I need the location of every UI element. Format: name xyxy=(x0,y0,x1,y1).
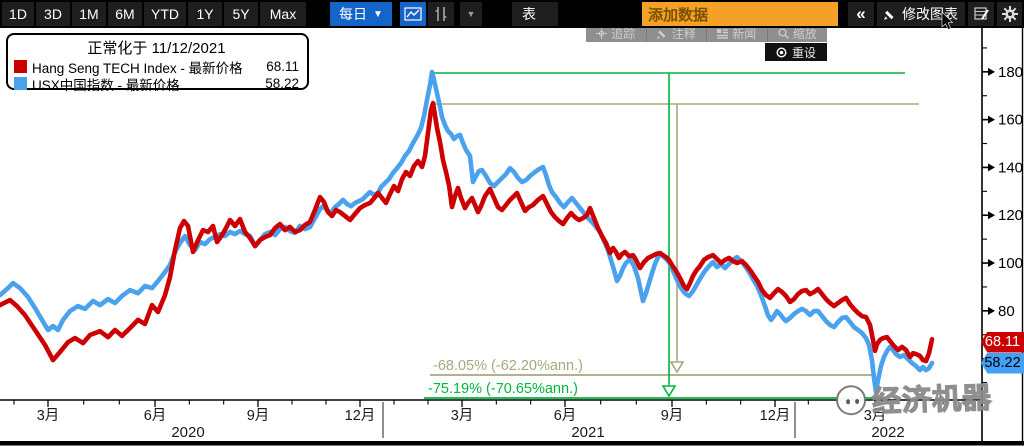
news-lines-icon xyxy=(717,28,729,39)
x-axis-month-label: 12月 xyxy=(760,408,791,424)
chart-tools-toolbar: 追踪 注释 新闻 缩放 xyxy=(586,25,827,42)
y-axis-label: 160 xyxy=(998,112,1023,129)
annotate-label: 注释 xyxy=(671,27,696,41)
reset-button[interactable]: 重设 xyxy=(765,43,827,61)
watermark-face-icon xyxy=(835,384,867,416)
y-tick-arrow xyxy=(988,211,995,220)
news-tool[interactable]: 新闻 xyxy=(707,25,768,42)
track-label: 追踪 xyxy=(611,27,636,41)
chevron-down-icon: ▼ xyxy=(373,8,383,20)
watermark-text: 经济机器 xyxy=(871,382,993,419)
legend-box: 正常化于 11/12/2021 Hang Seng TECH Index - 最… xyxy=(6,33,309,93)
legend-title: 正常化于 11/12/2021 xyxy=(87,40,226,57)
collapse-toolbar-button[interactable]: « xyxy=(848,2,874,26)
crosshair-icon xyxy=(596,28,608,39)
x-axis-year-label: 2021 xyxy=(571,424,604,441)
magnifier-icon xyxy=(778,28,789,39)
drawdown-annotation-1-label: -75.19% (-70.65%ann.) xyxy=(428,381,578,397)
y-tick-arrow xyxy=(988,306,995,315)
y-axis-label: 80 xyxy=(998,303,1015,320)
x-axis-month-label: 6月 xyxy=(144,408,167,424)
series-USX中国指数 xyxy=(0,69,935,395)
x-axis-month-label: 6月 xyxy=(554,408,577,424)
chart-type-more-dropdown[interactable]: ▼ xyxy=(460,2,482,26)
x-axis-month-label: 9月 xyxy=(247,408,270,424)
range-button-3d[interactable]: 3D xyxy=(36,2,70,26)
frequency-dropdown[interactable]: 每日 ▼ xyxy=(330,2,392,26)
drawdown-annotation-0-label: -68.05% (-62.20%ann.) xyxy=(433,358,583,374)
range-button-1y[interactable]: 1Y xyxy=(188,2,222,26)
legend-row-hstech[interactable]: Hang Seng TECH Index - 最新价格 68.11 xyxy=(14,58,299,76)
drawdown-annotation-0-arrow xyxy=(669,361,685,374)
zoom-tool[interactable]: 缩放 xyxy=(768,25,828,42)
x-axis-month-label: 3月 xyxy=(864,408,887,424)
range-button-6m[interactable]: 6M xyxy=(108,2,142,26)
news-label: 新闻 xyxy=(732,27,757,41)
series-Hang Seng TECH Index xyxy=(0,100,935,364)
global-settings-button[interactable] xyxy=(997,2,1022,26)
range-button-1d[interactable]: 1D xyxy=(2,2,34,26)
range-button-5y[interactable]: 5Y xyxy=(224,2,258,26)
x-axis-month-label: 9月 xyxy=(661,408,684,424)
mouse-cursor xyxy=(941,12,954,30)
y-tick-arrow xyxy=(988,115,995,124)
reset-label: 重设 xyxy=(791,45,816,60)
bottom-frame-bar xyxy=(0,441,1024,446)
watermark: 经济机器 xyxy=(835,374,993,421)
x-axis-month-label: 3月 xyxy=(37,408,60,424)
y-axis-label: 120 xyxy=(998,207,1023,224)
x-axis-year-label: 2020 xyxy=(171,424,204,441)
x-axis-month-label: 12月 xyxy=(345,408,376,424)
line-chart-icon xyxy=(404,7,422,21)
chart-settings-button[interactable] xyxy=(968,2,994,26)
frequency-label: 每日 xyxy=(339,6,368,22)
pencil-icon xyxy=(884,10,894,20)
top-toolbar: 1D 3D 1M 6M YTD 1Y 5Y Max 每日 ▼ ▼ 表 xyxy=(0,0,1024,28)
reset-icon xyxy=(776,46,787,58)
zoom-label: 缩放 xyxy=(792,27,817,41)
annotate-tool[interactable]: 注释 xyxy=(647,25,707,42)
y-tick-arrow xyxy=(988,259,995,268)
add-data-input[interactable]: 添加数据 xyxy=(642,2,838,26)
x-axis-month-label: 3月 xyxy=(451,408,474,424)
legend-series-value: 68.11 xyxy=(266,59,299,74)
range-button-ytd[interactable]: YTD xyxy=(144,2,186,26)
legend-series-value: 58.22 xyxy=(265,76,299,91)
legend-row-usx-china[interactable]: USX中国指数 - 最新价格 58.22 xyxy=(14,75,299,93)
candle-chart-type-button[interactable] xyxy=(428,2,454,26)
edit-table-icon xyxy=(973,7,989,20)
y-axis-label: 140 xyxy=(998,159,1023,176)
legend-series-name: USX中国指数 - 最新价格 xyxy=(32,77,180,93)
y-tick-arrow xyxy=(988,163,995,172)
pencil-icon xyxy=(656,30,666,39)
last-price-tag-red: 68.11 xyxy=(981,331,1024,353)
drawdown-annotation-1-arrow xyxy=(661,385,677,398)
candlestick-icon xyxy=(435,7,447,21)
line-chart-type-button[interactable] xyxy=(400,2,426,26)
y-axis-label: 100 xyxy=(998,255,1023,272)
gear-icon xyxy=(1001,6,1018,22)
range-button-max[interactable]: Max xyxy=(260,2,306,26)
track-tool[interactable]: 追踪 xyxy=(586,25,647,42)
range-button-1m[interactable]: 1M xyxy=(72,2,106,26)
table-view-button[interactable]: 表 xyxy=(512,2,558,26)
y-tick-arrow xyxy=(988,67,995,76)
last-price-tag-blue: 58.22 xyxy=(981,352,1024,374)
legend-series-name: Hang Seng TECH Index - 最新价格 xyxy=(32,60,243,76)
red-series-swatch xyxy=(14,60,27,73)
x-axis-year-label: 2022 xyxy=(871,424,904,441)
blue-series-swatch xyxy=(14,77,27,90)
y-axis-label: 180 xyxy=(998,64,1023,81)
